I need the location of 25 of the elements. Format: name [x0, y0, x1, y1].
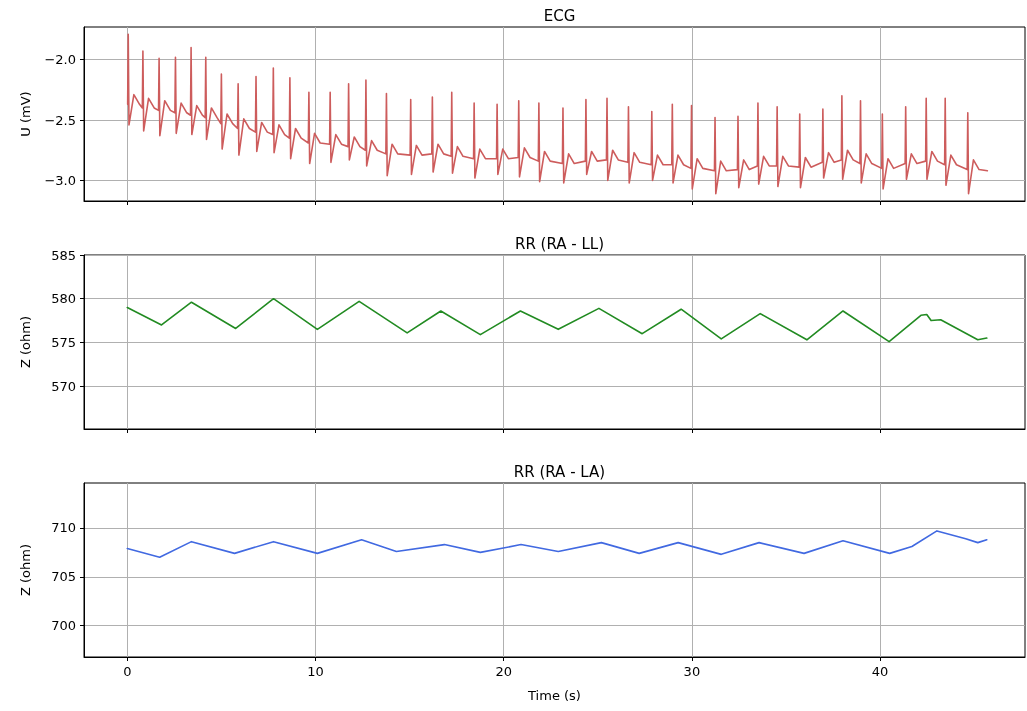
line-series: [126, 530, 988, 559]
x-axis-title: Time (s): [527, 688, 581, 703]
x-tick-label: 40: [871, 664, 889, 679]
y-axis-title: U (mV): [18, 91, 33, 137]
line-series: [126, 297, 988, 343]
line-series: [126, 33, 989, 195]
y-tick-label: −2.0: [44, 52, 76, 68]
y-tick-label: 700: [51, 618, 76, 634]
chart-title: RR (RA - LA): [513, 462, 606, 481]
y-tick-label: 710: [51, 520, 76, 536]
y-tick-label: 575: [51, 334, 76, 350]
y-tick-label: 585: [51, 247, 76, 263]
x-tick-label: 20: [495, 664, 512, 679]
y-axis-title: Z (ohm): [18, 315, 33, 369]
y-tick-label: 705: [51, 569, 76, 585]
y-tick-label: −2.5: [44, 112, 76, 128]
chart-title: ECG: [543, 6, 576, 25]
y-tick-label: 580: [51, 291, 76, 307]
y-tick-label: 570: [51, 378, 76, 394]
chart-title: RR (RA - LL): [514, 234, 605, 253]
x-tick-label: 10: [307, 664, 324, 679]
x-tick-label: 0: [123, 664, 132, 679]
x-tick-label: 30: [683, 664, 701, 679]
y-axis-title: Z (ohm): [18, 543, 33, 597]
y-tick-label: −3.0: [44, 172, 76, 188]
